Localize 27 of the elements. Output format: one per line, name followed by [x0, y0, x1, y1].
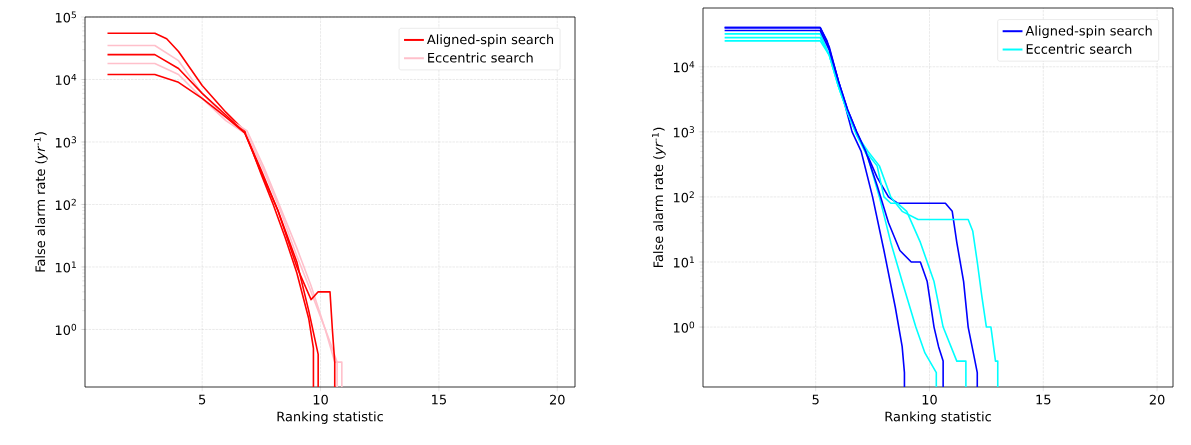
x-tick-label: 5 [812, 394, 819, 405]
y-tick-label: 10$^{3}$ [55, 136, 77, 148]
legend-label: Aligned-spin search [1025, 25, 1152, 39]
x-tick-label: 15 [432, 394, 446, 405]
x-tick-label: 10 [922, 394, 937, 405]
legend-label: Eccentric search [428, 52, 533, 63]
y-tick-label: 10$^{0}$ [673, 321, 695, 333]
y-tick-label: 10$^{5}$ [55, 11, 76, 23]
x-axis-title: Ranking statistic [885, 411, 991, 424]
x-tick-label: 20 [549, 394, 565, 405]
y-tick-label: 10$^{1}$ [55, 261, 76, 273]
x-tick-label: 5 [199, 394, 206, 405]
x-tick-label: 15 [1036, 394, 1051, 405]
y-tick-label: 10$^{4}$ [673, 61, 695, 73]
x-tick-label: 20 [1149, 394, 1165, 405]
y-tick-label: 10$^{2}$ [55, 198, 76, 211]
x-tick-label: 10 [313, 394, 328, 405]
y-axis-title: False alarm rate (yr$^{-1}$) [34, 132, 48, 272]
y-tick-label: 10$^{0}$ [55, 323, 77, 336]
legend-label: Aligned-spin search [426, 34, 554, 47]
legend-label: Eccentric search [1026, 43, 1132, 54]
y-axis-title: False alarm rate (yr$^{-1}$) [652, 127, 666, 268]
y-tick-label: 10$^{3}$ [673, 126, 695, 138]
y-tick-label: 10$^{4}$ [55, 73, 77, 86]
y-tick-label: 10$^{1}$ [673, 256, 694, 268]
x-axis-title: Ranking statistic [277, 411, 383, 424]
y-tick-label: 10$^{2}$ [673, 191, 694, 203]
